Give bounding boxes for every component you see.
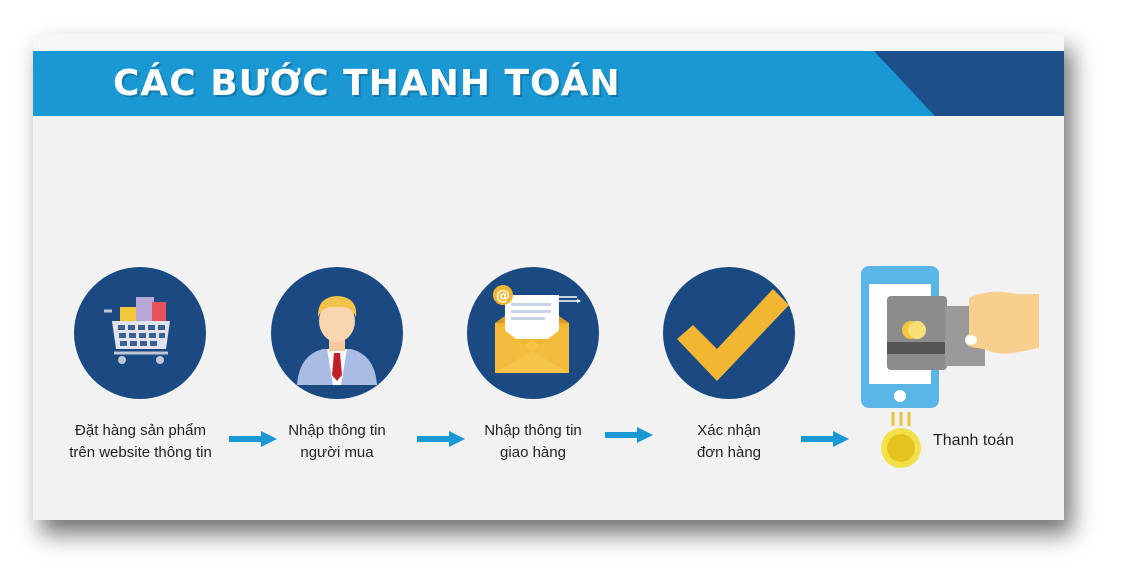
arrow-right-icon bbox=[801, 431, 849, 447]
arrow-right-icon bbox=[417, 431, 465, 447]
step-1-circle bbox=[74, 267, 206, 399]
arrow-right-icon bbox=[605, 427, 653, 443]
shopping-cart-icon bbox=[104, 297, 170, 364]
step-3-label: Nhập thông tin giao hàng bbox=[484, 422, 582, 461]
step-3-circle: @ bbox=[467, 267, 599, 399]
checkmark-icon bbox=[677, 289, 789, 381]
slide-top-strip bbox=[33, 34, 1064, 51]
step-1-label: Đặt hàng sản phẩm trên website thông tin bbox=[69, 422, 212, 461]
step-4-circle bbox=[663, 267, 795, 399]
step-4-label: Xác nhận đơn hàng bbox=[696, 422, 762, 461]
businessman-icon bbox=[297, 296, 377, 385]
step-2-circle bbox=[271, 267, 403, 399]
banner-accent bbox=[874, 51, 1064, 116]
final-step-label: Thanh toán bbox=[933, 432, 1014, 449]
phone-card-payment-icon bbox=[861, 266, 1039, 468]
svg-text:@: @ bbox=[496, 288, 510, 304]
page-title: CÁC BƯỚC THANH TOÁN bbox=[113, 63, 621, 104]
step-2-label: Nhập thông tin người mua bbox=[288, 422, 386, 461]
email-envelope-icon: @ bbox=[493, 285, 581, 373]
title-banner: CÁC BƯỚC THANH TOÁN bbox=[33, 51, 1064, 116]
arrow-right-icon bbox=[229, 431, 277, 447]
slide: CÁC BƯỚC THANH TOÁN Đặt hàng sản phẩm tr… bbox=[33, 34, 1064, 520]
